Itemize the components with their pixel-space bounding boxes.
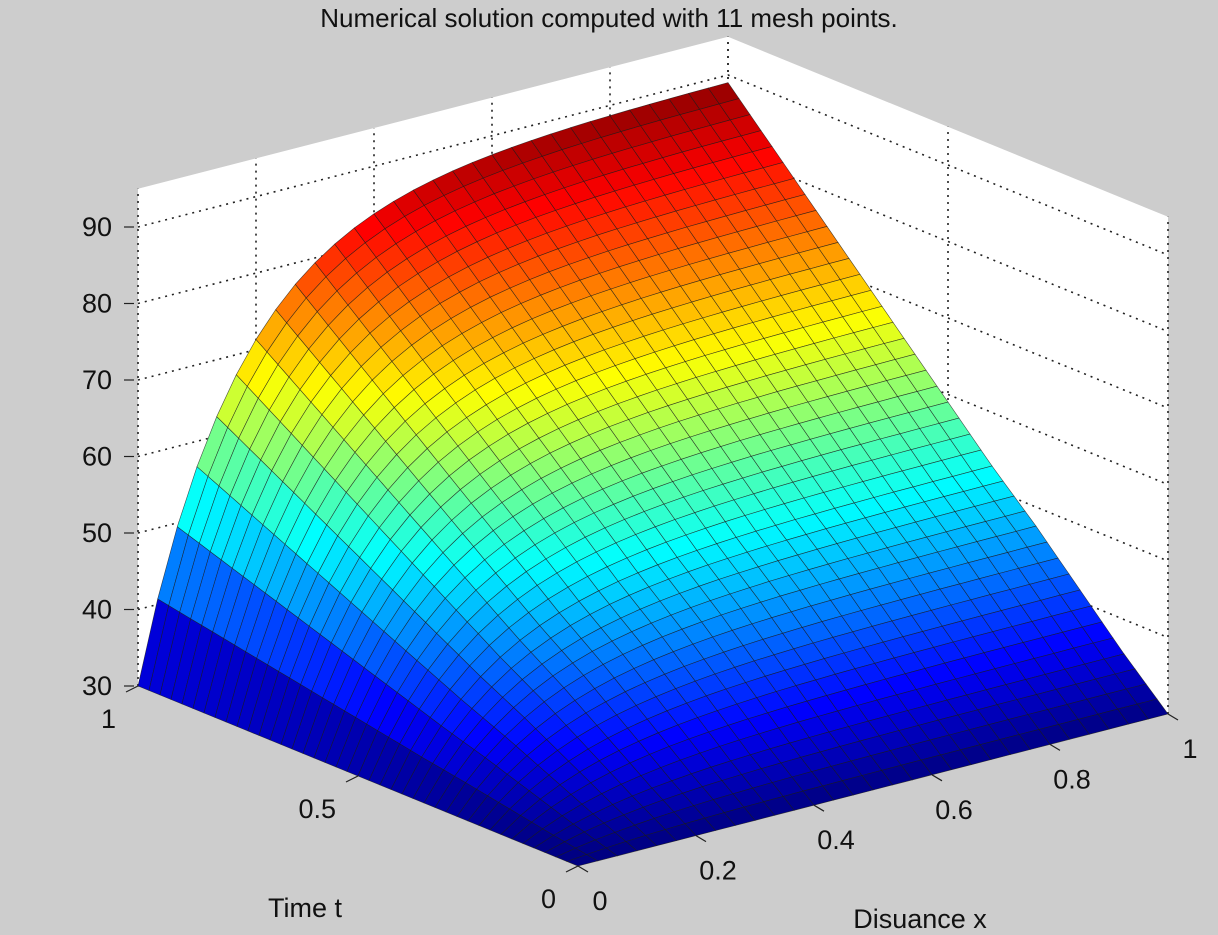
x-tick-mark: [1167, 713, 1179, 721]
x-tick-mark: [1049, 743, 1061, 751]
z-tick-label: 80: [82, 289, 112, 319]
x-tick-mark: [695, 835, 707, 843]
x-tick-label: 0.2: [699, 856, 737, 886]
grid-line-z: [137, 74, 1169, 256]
x-tick-mark: [931, 774, 943, 782]
z-tick-label: 30: [82, 671, 112, 701]
x-tick-label: 0.8: [1053, 764, 1091, 794]
chart-title: Numerical solution computed with 11 mesh…: [320, 3, 898, 33]
x-tick-label: 0.6: [935, 795, 973, 825]
y-tick-label: 1: [101, 704, 116, 734]
z-tick-label: 90: [82, 212, 112, 242]
y-tick-mark: [565, 865, 579, 873]
x-tick-label: 1: [1182, 734, 1197, 764]
x-axis-label: Disuance x: [853, 904, 987, 934]
x-tick-label: 0.4: [817, 825, 855, 855]
y-tick-label: 0.5: [298, 794, 336, 824]
x-tick-mark: [813, 804, 825, 812]
axis-labels: Disuance x Time t: [268, 893, 987, 934]
z-tick-label: 40: [82, 595, 112, 625]
surface: [137, 82, 1169, 867]
y-tick-label: 0: [541, 884, 556, 914]
x-tick-label: 0: [592, 886, 607, 916]
x-tick-mark: [577, 865, 589, 873]
z-tick-label: 50: [82, 518, 112, 548]
tick-labels: 30 40 50 60 70 80 90 0 0.2 0.4 0.6 0.8 1 0 0.5 1: [82, 212, 1198, 916]
y-tick-mark: [125, 685, 139, 693]
y-tick-mark: [345, 775, 359, 783]
z-tick-label: 70: [82, 365, 112, 395]
z-tick-label: 60: [82, 442, 112, 472]
y-axis-label: Time t: [268, 893, 342, 923]
surface-patch: [1136, 698, 1169, 720]
